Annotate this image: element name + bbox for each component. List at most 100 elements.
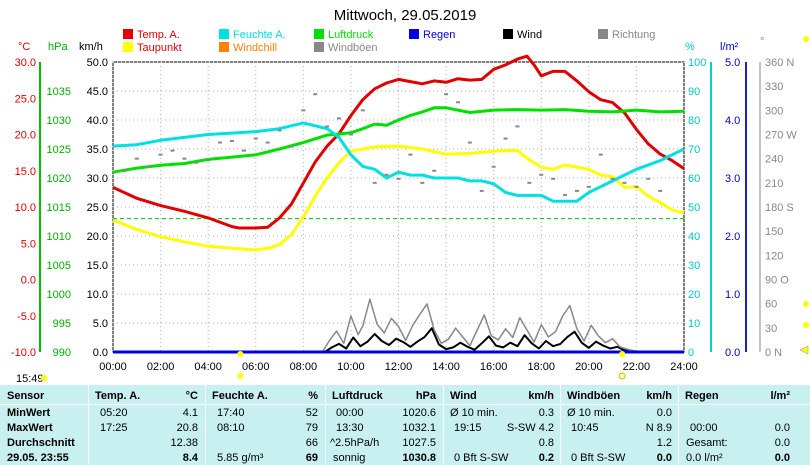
direction-point (182, 157, 187, 160)
direction-point (586, 185, 591, 188)
luftdruck-min-value: 1020.6 (402, 407, 436, 419)
direction-point (634, 185, 639, 188)
axis-tick-label: 15.0 (15, 166, 36, 178)
axis-tick-label: 70 (688, 144, 700, 156)
feuchte-current-value: 69 (305, 452, 318, 464)
direction-unit: ° (760, 36, 764, 48)
regen-current-value: 0.0 (774, 452, 790, 464)
direction-point (170, 149, 175, 152)
axis-tick-label: 0 N (765, 347, 782, 359)
temp-unit: °C (18, 41, 30, 53)
chart-title: Mittwoch, 29.05.2019 (334, 7, 477, 24)
direction-marker-icon (803, 36, 809, 42)
axis-tick-label: 240 (765, 154, 783, 166)
direction-point (408, 153, 413, 156)
axis-tick-label: 0.0 (21, 275, 36, 287)
windboeen-avg-value: 1.2 (656, 437, 672, 449)
legend-label: Feuchte A. (233, 29, 286, 41)
axis-tick-label: 1020 (47, 173, 71, 185)
x-tick-label: 06:00 (242, 361, 270, 373)
axis-tick-label: 1015 (47, 202, 71, 214)
axis-tick-label: 20.0 (15, 130, 36, 142)
axis-tick-label: 45.0 (87, 86, 108, 98)
axis-tick-label: 5.0 (21, 238, 36, 250)
x-tick-label: 02:00 (147, 361, 175, 373)
direction-point (348, 133, 353, 136)
regen-max-value: 0.0 (774, 422, 790, 434)
legend-label: Windböen (328, 42, 378, 54)
wind-max-time: 19:15 (454, 422, 482, 434)
direction-point (491, 165, 496, 168)
axis-tick-label: 1035 (47, 86, 71, 98)
regen-total-label: Gesamt: (686, 437, 728, 449)
axis-tick-label: 5.0 (93, 318, 108, 330)
wind-avg-value: 0.8 (538, 437, 554, 449)
feuchte-min-time: 17:40 (217, 407, 245, 419)
direction-point (622, 181, 627, 184)
windboeen-min-value: 0.0 (656, 407, 672, 419)
statistics-table: Sensor MinWert MaxWert Durchschnitt 29.0… (0, 385, 810, 465)
wind-unit: km/h (528, 390, 554, 402)
direction-point (527, 181, 532, 184)
luftdruck-max-time: 13:30 (336, 422, 364, 434)
legend-label: Regen (423, 29, 455, 41)
legend-label: Luftdruck (328, 29, 374, 41)
temp-min-time: 05:20 (100, 407, 128, 419)
axis-tick-label: 990 (53, 347, 71, 359)
direction-point (467, 141, 472, 144)
sunrise-icon (237, 351, 244, 357)
direction-point (265, 141, 270, 144)
direction-point (360, 109, 365, 112)
axis-tick-label: 50.0 (87, 57, 108, 69)
direction-point (146, 165, 151, 168)
direction-point (277, 129, 282, 132)
direction-point (598, 153, 603, 156)
x-tick-label: 24:00 (670, 361, 698, 373)
direction-point (372, 181, 377, 184)
direction-point (158, 153, 163, 156)
direction-point (432, 169, 437, 172)
axis-tick-label: 360 N (765, 57, 794, 69)
legend-swatch (219, 42, 229, 52)
x-tick-label: 22:00 (623, 361, 651, 373)
direction-point (241, 149, 246, 152)
feuchte-abs-humidity: 5.85 g/m³ (217, 452, 264, 464)
wind-min-value: 0.3 (538, 407, 554, 419)
axis-tick-label: 10.0 (87, 289, 108, 301)
direction-point (420, 181, 425, 184)
windboeen-bft: 0 Bft S-SW (571, 452, 626, 464)
windboeen-max-time: 10:45 (571, 422, 599, 434)
axis-tick-label: 30.0 (87, 173, 108, 185)
axis-tick-label: 300 (765, 105, 783, 117)
feuchte-header: Feuchte A. (212, 390, 268, 402)
axis-tick-label: 1030 (47, 115, 71, 127)
legend-label: Richtung (612, 29, 655, 41)
axis-tick-label: 20.0 (87, 231, 108, 243)
regen-unit: l/m² (770, 390, 790, 402)
weather-chart: Mittwoch, 29.05.2019 Temp. A.Taupunkt Feuc… (11, 7, 809, 385)
legend-swatch (503, 29, 513, 39)
direction-point (122, 169, 127, 172)
direction-point (539, 173, 544, 176)
axis-tick-label: 2.0 (725, 231, 740, 243)
direction-point (253, 137, 258, 140)
axis-tick-label: 50 (688, 202, 700, 214)
temp-max-time: 17:25 (100, 422, 128, 434)
windboeen-current-value: 0.0 (656, 452, 672, 464)
axis-tick-label: 100 (688, 57, 706, 69)
legend-label: Temp. A. (137, 29, 180, 41)
axis-tick-label: 25.0 (15, 93, 36, 105)
luftdruck-avg-value: 1027.5 (402, 437, 436, 449)
direction-point (289, 145, 294, 148)
direction-point (396, 177, 401, 180)
luftdruck-max-value: 1032.1 (402, 422, 436, 434)
direction-point (444, 93, 449, 96)
axis-tick-label: 20 (688, 289, 700, 301)
axis-tick-label: 30 (765, 323, 777, 335)
direction-marker-icon (803, 301, 809, 307)
axis-tick-label: 150 (765, 226, 783, 238)
table-row-label-max: MaxWert (7, 422, 53, 434)
regen-max-time: 00:00 (690, 422, 718, 434)
direction-point (563, 193, 568, 196)
axis-tick-label: 0 (688, 347, 694, 359)
